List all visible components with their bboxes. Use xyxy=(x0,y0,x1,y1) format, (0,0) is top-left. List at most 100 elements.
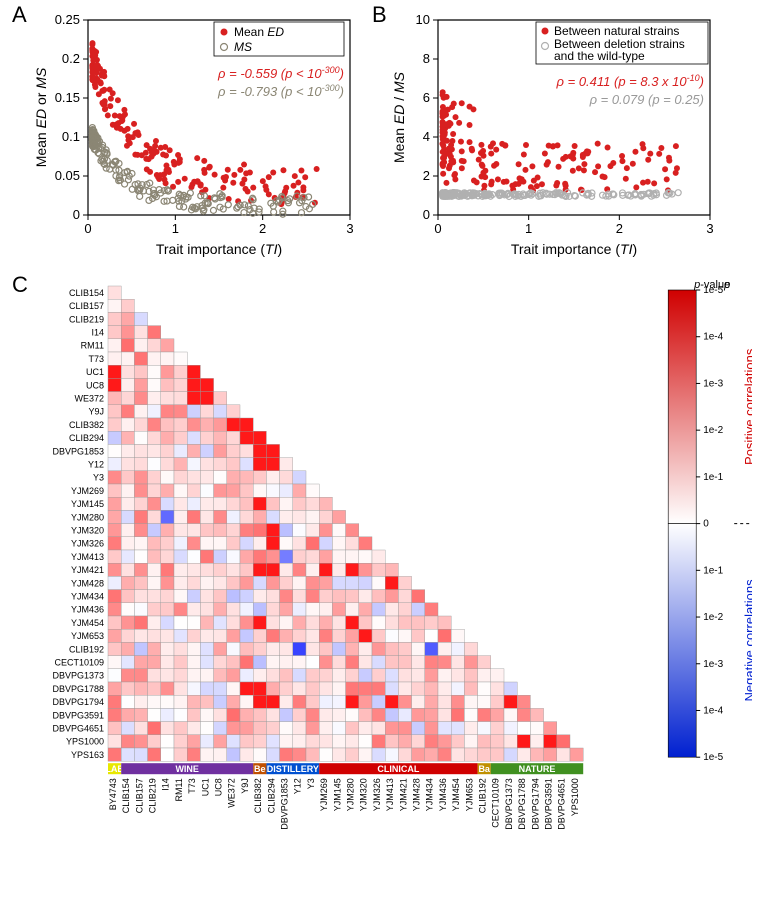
panel-c-heatmap: CLIB154CLIB157CLIB219I14RM11T73UC1UC8WE3… xyxy=(30,280,752,890)
svg-text:Mean ED: Mean ED xyxy=(234,25,284,39)
svg-text:CLIB294: CLIB294 xyxy=(266,778,276,813)
svg-text:UC1: UC1 xyxy=(200,778,210,796)
svg-text:Mean ED or MS: Mean ED or MS xyxy=(33,67,49,167)
svg-text:WINE: WINE xyxy=(175,764,199,774)
svg-text:CLIB192: CLIB192 xyxy=(478,778,488,813)
svg-text:NATURE: NATURE xyxy=(519,764,556,774)
svg-text:YJM269: YJM269 xyxy=(71,486,104,496)
svg-text:YJM436: YJM436 xyxy=(438,778,448,811)
svg-text:DBVPG1853: DBVPG1853 xyxy=(52,446,104,456)
svg-text:YJM454: YJM454 xyxy=(71,618,104,628)
svg-text:YJM434: YJM434 xyxy=(425,778,435,811)
svg-text:DBVPG1373: DBVPG1373 xyxy=(52,671,104,681)
svg-text:0.15: 0.15 xyxy=(55,90,80,105)
svg-text:CLIB157: CLIB157 xyxy=(134,778,144,813)
svg-text:0.1: 0.1 xyxy=(62,129,80,144)
svg-text:Trait importance (TI): Trait importance (TI) xyxy=(156,241,282,257)
svg-text:CECT10109: CECT10109 xyxy=(54,658,104,668)
svg-text:ρ = -0.793 (p < 10-300): ρ = -0.793 (p < 10-300) xyxy=(217,83,344,99)
svg-text:UC1: UC1 xyxy=(86,367,104,377)
svg-text:2: 2 xyxy=(259,221,266,236)
svg-text:0.2: 0.2 xyxy=(62,51,80,66)
svg-text:YJM326: YJM326 xyxy=(372,778,382,811)
svg-text:6: 6 xyxy=(423,90,430,105)
svg-text:ρ = 0.411 (p = 8.3 x 10-10): ρ = 0.411 (p = 8.3 x 10-10) xyxy=(556,73,704,89)
svg-text:CLIB154: CLIB154 xyxy=(121,778,131,813)
svg-text:DBVPG4651: DBVPG4651 xyxy=(557,778,567,830)
svg-text:1e-4: 1e-4 xyxy=(703,332,723,343)
svg-text:1e-3: 1e-3 xyxy=(703,659,723,670)
svg-text:T73: T73 xyxy=(187,778,197,794)
svg-text:Be: Be xyxy=(254,764,266,774)
svg-text:YJM280: YJM280 xyxy=(346,778,356,811)
panel-b: B 01230246810Trait importance (TI)Mean E… xyxy=(390,10,720,260)
svg-text:YJM653: YJM653 xyxy=(464,778,474,811)
svg-text:CLIB154: CLIB154 xyxy=(69,288,104,298)
svg-text:1e-1: 1e-1 xyxy=(703,565,723,576)
svg-text:DISTILLERY: DISTILLERY xyxy=(267,764,319,774)
svg-text:I14: I14 xyxy=(161,778,171,791)
svg-text:Trait importance (TI): Trait importance (TI) xyxy=(511,241,637,257)
svg-text:RM11: RM11 xyxy=(174,778,184,801)
svg-text:CLIB192: CLIB192 xyxy=(69,644,104,654)
svg-text:YPS163: YPS163 xyxy=(71,750,104,760)
svg-text:1e-5: 1e-5 xyxy=(703,752,723,763)
svg-text:UC8: UC8 xyxy=(86,380,104,390)
svg-text:0.25: 0.25 xyxy=(55,12,80,27)
svg-text:DBVPG1853: DBVPG1853 xyxy=(280,778,290,830)
svg-text:CECT10109: CECT10109 xyxy=(491,778,501,828)
svg-text:MS: MS xyxy=(234,40,252,54)
svg-text:Between natural strains: Between natural strains xyxy=(554,24,679,38)
svg-text:YJM436: YJM436 xyxy=(71,605,104,615)
svg-text:DBVPG1788: DBVPG1788 xyxy=(52,684,104,694)
svg-text:1e-2: 1e-2 xyxy=(703,612,723,623)
svg-text:8: 8 xyxy=(423,51,430,66)
svg-text:3: 3 xyxy=(706,221,713,236)
svg-text:0.05: 0.05 xyxy=(55,168,80,183)
svg-text:1: 1 xyxy=(525,221,532,236)
svg-text:4: 4 xyxy=(423,129,430,144)
svg-text:YJM428: YJM428 xyxy=(71,578,104,588)
svg-text:DBVPG3591: DBVPG3591 xyxy=(544,778,554,830)
svg-text:I14: I14 xyxy=(91,328,104,338)
svg-text:YJM145: YJM145 xyxy=(332,778,342,811)
svg-text:T73: T73 xyxy=(88,354,104,364)
svg-text:0: 0 xyxy=(73,207,80,222)
svg-text:WE372: WE372 xyxy=(74,394,104,404)
svg-text:0: 0 xyxy=(434,221,441,236)
svg-text:1e-4: 1e-4 xyxy=(703,705,723,716)
svg-text:YJM653: YJM653 xyxy=(71,631,104,641)
svg-text:YJM320: YJM320 xyxy=(359,778,369,811)
svg-text:DBVPG1788: DBVPG1788 xyxy=(517,778,527,830)
panel-c-label: C xyxy=(12,272,28,298)
svg-text:YJM320: YJM320 xyxy=(71,526,104,536)
svg-text:YJM421: YJM421 xyxy=(71,565,104,575)
svg-text:1e-3: 1e-3 xyxy=(703,378,723,389)
svg-text:Positive correlations: Positive correlations xyxy=(742,348,752,465)
svg-text:and the wild-type: and the wild-type xyxy=(554,49,645,63)
panel-c: C CLIB154CLIB157CLIB219I14RM11T73UC1UC8W… xyxy=(30,280,752,890)
svg-text:DBVPG3591: DBVPG3591 xyxy=(52,710,104,720)
svg-text:Y9J: Y9J xyxy=(240,778,250,794)
svg-text:0: 0 xyxy=(423,207,430,222)
panel-a-label: A xyxy=(12,2,27,28)
svg-text:WE372: WE372 xyxy=(227,778,237,808)
svg-text:YJM413: YJM413 xyxy=(71,552,104,562)
svg-text:1e-1: 1e-1 xyxy=(703,472,723,483)
svg-text:0: 0 xyxy=(84,221,91,236)
svg-text:YPS1000: YPS1000 xyxy=(570,778,580,816)
svg-text:0: 0 xyxy=(703,519,709,530)
svg-text:CLIB219: CLIB219 xyxy=(148,778,158,813)
svg-text:YJM454: YJM454 xyxy=(451,778,461,811)
svg-text:CLIB157: CLIB157 xyxy=(69,301,104,311)
svg-text:CLIB382: CLIB382 xyxy=(69,420,104,430)
svg-text:CLIB294: CLIB294 xyxy=(69,433,104,443)
svg-text:DBVPG4651: DBVPG4651 xyxy=(52,724,104,734)
svg-text:YJM280: YJM280 xyxy=(71,512,104,522)
svg-text:CLINICAL: CLINICAL xyxy=(377,764,419,774)
svg-text:YJM326: YJM326 xyxy=(71,539,104,549)
top-row: A 012300.050.10.150.20.25Trait importanc… xyxy=(10,10,752,260)
svg-text:3: 3 xyxy=(346,221,353,236)
svg-text:YJM421: YJM421 xyxy=(398,778,408,811)
svg-text:2: 2 xyxy=(616,221,623,236)
